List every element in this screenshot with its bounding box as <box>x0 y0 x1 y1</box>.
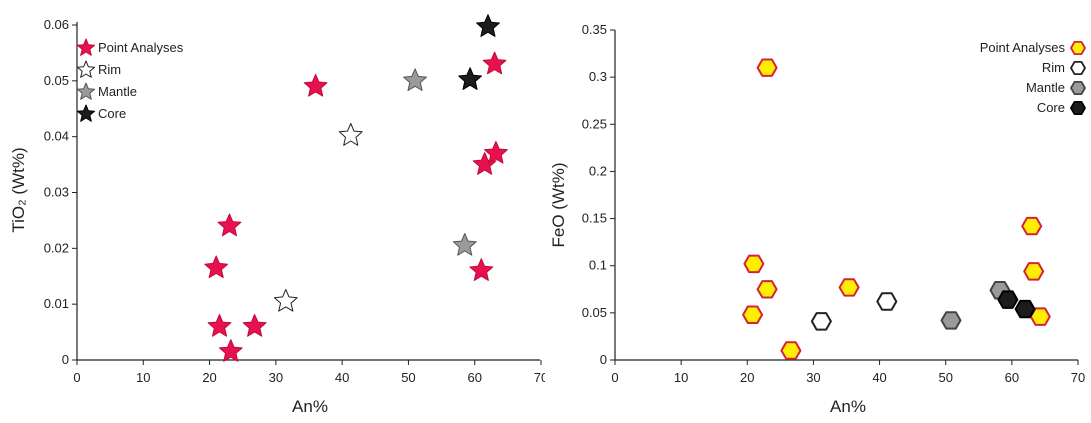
data-point-mantle <box>452 233 477 256</box>
legend-label: Rim <box>1042 60 1065 75</box>
data-point-point-analyses <box>218 339 243 362</box>
x-tick-label: 70 <box>1071 370 1085 385</box>
data-point-point-analyses <box>756 280 778 299</box>
x-axis-ticks: 0 10 20 30 40 50 60 70 <box>73 360 545 385</box>
y-tick-label: 0.05 <box>582 305 607 320</box>
x-tick-label: 40 <box>335 370 349 385</box>
data-point-rim <box>876 292 898 311</box>
data-point-point-analyses <box>743 254 765 274</box>
y-tick-label: 0.06 <box>44 17 69 32</box>
data-point-point-analyses <box>469 258 494 281</box>
y-tick-label: 0.04 <box>44 129 69 144</box>
data-point-point-analyses <box>242 314 267 337</box>
legend: Point Analyses Rim Mantle Core <box>76 38 184 122</box>
y-tick-label: 0.2 <box>589 163 607 178</box>
x-tick-label: 0 <box>611 370 618 385</box>
y-tick-label: 0.25 <box>582 116 607 131</box>
x-tick-label: 30 <box>269 370 283 385</box>
x-tick-label: 60 <box>467 370 481 385</box>
data-point-point-analyses <box>484 140 508 164</box>
x-tick-label: 70 <box>534 370 545 385</box>
legend-label: Rim <box>98 62 121 77</box>
y-axis-ticks: 0 0.01 0.02 0.03 0.04 0.05 0.06 <box>44 17 77 367</box>
y-tick-label: 0 <box>62 352 69 367</box>
legend-label: Mantle <box>98 84 137 99</box>
legend-marker <box>1070 41 1086 55</box>
y-tick-label: 0 <box>600 352 607 367</box>
y-axis-ticks: 0 0.05 0.1 0.15 0.2 0.25 0.3 0.35 <box>582 22 615 367</box>
data-point-core <box>458 67 482 90</box>
y-tick-label: 0.02 <box>44 240 69 255</box>
legend-marker <box>1070 101 1086 115</box>
feo-scatter-plot: 0 0.05 0.1 0.15 0.2 0.25 0.3 0.35 0 10 20 30 40 50 60… <box>549 22 1086 416</box>
x-tick-label: 50 <box>401 370 415 385</box>
y-tick-label: 0.03 <box>44 185 69 200</box>
x-tick-label: 10 <box>136 370 150 385</box>
x-axis-title: An% <box>292 397 328 416</box>
legend: Point Analyses Rim Mantle Core <box>980 40 1086 115</box>
x-tick-label: 40 <box>872 370 886 385</box>
legend-label: Core <box>1037 100 1065 115</box>
legend-marker <box>76 104 96 122</box>
data-points <box>204 14 508 362</box>
y-tick-label: 0.1 <box>589 258 607 273</box>
data-point-point-analyses <box>780 341 802 360</box>
data-point-point-analyses <box>1021 216 1043 236</box>
legend-label: Core <box>98 106 126 121</box>
data-point-mantle <box>403 68 427 91</box>
data-point-rim <box>273 288 298 312</box>
y-tick-label: 0.35 <box>582 22 607 37</box>
legend-marker <box>76 82 96 100</box>
x-axis-ticks: 0 10 20 30 40 50 60 70 <box>611 360 1085 385</box>
data-point-point-analyses <box>1023 262 1045 281</box>
data-point-point-analyses <box>204 255 229 279</box>
data-point-core <box>997 290 1019 309</box>
x-tick-label: 10 <box>674 370 688 385</box>
x-tick-label: 30 <box>806 370 820 385</box>
data-point-point-analyses <box>303 73 328 97</box>
y-axis-title: FeO (Wt%) <box>549 163 568 248</box>
legend-marker <box>76 38 96 56</box>
x-tick-label: 60 <box>1005 370 1019 385</box>
data-points <box>742 58 1051 360</box>
data-point-core <box>476 14 500 37</box>
data-point-core <box>1014 299 1036 319</box>
y-axis-title: TiO₂ (Wt%) <box>9 147 28 232</box>
data-point-point-analyses <box>207 314 232 337</box>
x-tick-label: 20 <box>740 370 754 385</box>
legend-label: Mantle <box>1026 80 1065 95</box>
legend-label: Point Analyses <box>98 40 184 55</box>
legend-marker <box>76 60 96 78</box>
legend-marker <box>1070 81 1086 95</box>
data-point-rim <box>810 312 832 331</box>
x-tick-label: 20 <box>202 370 216 385</box>
data-point-point-analyses <box>217 213 242 237</box>
data-point-point-analyses <box>756 58 778 77</box>
data-point-point-analyses <box>838 278 860 297</box>
tio2-scatter-plot: 0 0.01 0.02 0.03 0.04 0.05 0.06 0 10 20 30 40 50 60 7… <box>9 14 545 416</box>
data-point-point-analyses <box>742 305 764 324</box>
data-point-mantle <box>940 311 962 330</box>
y-tick-label: 0.3 <box>589 69 607 84</box>
legend-marker <box>1070 61 1086 75</box>
data-point-point-analyses <box>482 51 507 75</box>
x-axis-title: An% <box>830 397 866 416</box>
legend-label: Point Analyses <box>980 40 1066 55</box>
y-tick-label: 0.05 <box>44 73 69 88</box>
x-tick-label: 50 <box>938 370 952 385</box>
y-tick-label: 0.01 <box>44 296 69 311</box>
data-point-rim <box>338 123 363 146</box>
x-tick-label: 0 <box>73 370 80 385</box>
y-tick-label: 0.15 <box>582 211 607 226</box>
